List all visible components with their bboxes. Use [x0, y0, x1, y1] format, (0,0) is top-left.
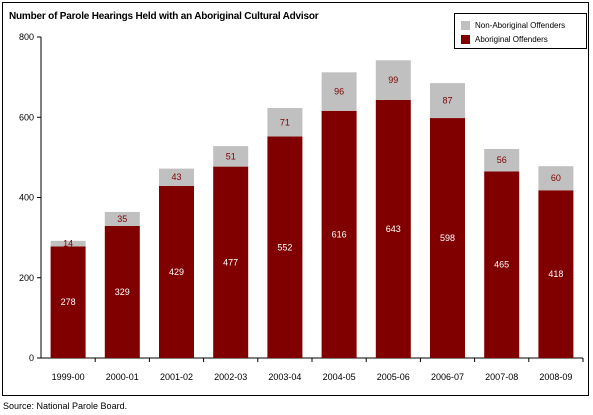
legend-swatch-non-aboriginal — [461, 20, 470, 30]
source-note: Source: National Parole Board. — [3, 401, 128, 411]
data-label-aboriginal: 552 — [277, 242, 292, 252]
data-label-non-aboriginal: 96 — [334, 87, 344, 97]
data-label-non-aboriginal: 60 — [551, 173, 561, 183]
x-tick-label: 2001-02 — [160, 372, 193, 382]
data-label-aboriginal: 429 — [169, 267, 184, 277]
x-tick-label: 2008-09 — [539, 372, 572, 382]
bar-aboriginal — [159, 185, 194, 358]
bar-non-aboriginal — [375, 60, 411, 100]
data-label-aboriginal: 616 — [332, 229, 347, 239]
x-tick-label: 2005-06 — [377, 372, 410, 382]
x-tick-label: 2003-04 — [268, 372, 301, 382]
bar-non-aboriginal — [104, 211, 140, 226]
data-label-aboriginal: 598 — [440, 233, 455, 243]
bar-non-aboriginal — [267, 108, 303, 137]
bar-non-aboriginal — [50, 240, 86, 247]
chart-title: Number of Parole Hearings Held with an A… — [9, 11, 319, 22]
bar-non-aboriginal — [538, 166, 574, 191]
bar-non-aboriginal — [213, 146, 249, 167]
bar-non-aboriginal — [484, 148, 520, 172]
data-label-non-aboriginal: 99 — [388, 75, 398, 85]
data-label-aboriginal: 465 — [494, 260, 509, 270]
bar-aboriginal — [213, 166, 249, 358]
data-label-aboriginal: 418 — [548, 269, 563, 279]
legend-item-aboriginal: Aboriginal Offenders — [461, 33, 548, 45]
y-tick-label: 600 — [19, 112, 34, 122]
data-label-aboriginal: 477 — [223, 257, 238, 267]
data-label-non-aboriginal: 14 — [63, 239, 73, 249]
data-label-non-aboriginal: 87 — [442, 96, 452, 106]
data-label-aboriginal: 329 — [115, 287, 130, 297]
y-tick-label: 0 — [29, 353, 34, 363]
bar-chart-plot: 0 200 400 600 800 278 14 1999-00 329 35 2000-01 429… — [19, 32, 584, 382]
data-label-non-aboriginal: 51 — [226, 151, 236, 161]
data-label-non-aboriginal: 56 — [497, 155, 507, 165]
bar-aboriginal — [104, 225, 140, 358]
bar-aboriginal — [538, 190, 574, 358]
data-label-non-aboriginal: 43 — [171, 172, 181, 182]
data-label-non-aboriginal: 35 — [117, 214, 127, 224]
legend-swatch-aboriginal — [461, 34, 470, 44]
x-tick-label: 2000-01 — [106, 372, 139, 382]
bar-aboriginal — [430, 118, 465, 359]
bar-aboriginal — [484, 171, 520, 358]
data-label-aboriginal: 278 — [61, 297, 76, 307]
y-tick-label: 200 — [19, 273, 34, 283]
x-tick-label: 2006-07 — [431, 372, 464, 382]
x-tick-label: 2002-03 — [214, 372, 247, 382]
legend-item-non-aboriginal: Non-Aboriginal Offenders — [461, 19, 565, 31]
bar-non-aboriginal — [430, 83, 465, 119]
x-tick-label: 1999-00 — [52, 372, 85, 382]
bar-non-aboriginal — [321, 72, 357, 111]
x-tick-label: 2007-08 — [485, 372, 518, 382]
x-tick-label: 2004-05 — [323, 372, 356, 382]
bar-aboriginal — [267, 136, 303, 358]
bar-non-aboriginal — [159, 168, 194, 186]
y-tick-label: 400 — [19, 193, 34, 203]
legend-label-non-aboriginal: Non-Aboriginal Offenders — [475, 20, 566, 30]
legend-label-aboriginal: Aboriginal Offenders — [475, 34, 548, 44]
chart-legend: Non-Aboriginal Offenders Aboriginal Offe… — [454, 13, 587, 49]
data-label-non-aboriginal: 71 — [280, 117, 290, 127]
data-label-aboriginal: 643 — [386, 224, 401, 234]
y-tick-label: 800 — [19, 32, 34, 42]
bar-aboriginal — [50, 246, 86, 358]
bar-aboriginal — [375, 99, 411, 358]
bar-aboriginal — [321, 110, 357, 358]
